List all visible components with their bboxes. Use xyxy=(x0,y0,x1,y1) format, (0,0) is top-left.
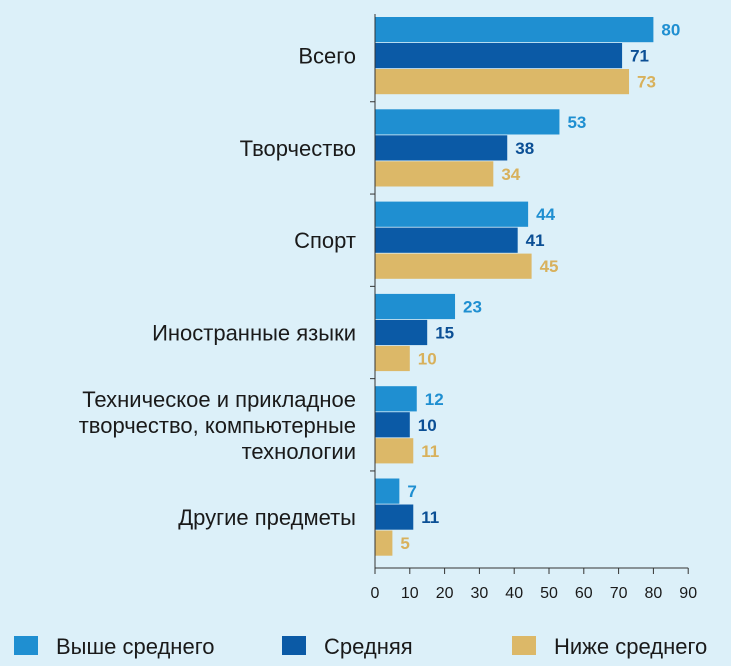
bar-1-series-2 xyxy=(375,43,623,69)
value-label-3-series-1: 44 xyxy=(536,205,555,224)
category-label-4: Иностранные языки xyxy=(152,321,356,346)
legend-label-2: Средняя xyxy=(324,634,413,659)
category-label-3: Спорт xyxy=(294,228,356,253)
value-label-2-series-1: 53 xyxy=(567,113,586,132)
value-label-3-series-2: 41 xyxy=(526,231,545,250)
legend-label-3: Ниже среднего xyxy=(554,634,707,659)
legend-swatch-2 xyxy=(282,636,306,655)
x-tick-label-30: 30 xyxy=(471,585,489,602)
value-label-1-series-2: 71 xyxy=(630,47,649,66)
legend-label-1: Выше среднего xyxy=(56,634,214,659)
value-label-6-series-3: 5 xyxy=(400,534,409,553)
value-label-4-series-2: 15 xyxy=(435,324,454,343)
bar-2-series-3 xyxy=(375,161,494,187)
x-tick-label-0: 0 xyxy=(371,585,380,602)
bar-1-series-3 xyxy=(375,69,630,95)
bar-5-series-3 xyxy=(375,438,414,464)
bar-5-series-1 xyxy=(375,386,417,412)
bar-3-series-1 xyxy=(375,201,529,227)
x-tick-label-50: 50 xyxy=(540,585,558,602)
bar-2-series-1 xyxy=(375,109,560,135)
legend-swatch-3 xyxy=(512,636,536,655)
value-label-6-series-2: 11 xyxy=(421,508,439,527)
value-label-5-series-3: 11 xyxy=(421,442,439,461)
x-tick-label-20: 20 xyxy=(436,585,454,602)
value-label-4-series-3: 10 xyxy=(418,350,437,369)
category-label-5-line-1: Техническое и прикладное xyxy=(82,387,356,412)
bar-6-series-3 xyxy=(375,530,393,556)
value-label-4-series-1: 23 xyxy=(463,298,482,317)
bar-2-series-2 xyxy=(375,135,508,161)
x-tick-label-60: 60 xyxy=(575,585,593,602)
value-label-5-series-1: 12 xyxy=(425,390,444,409)
category-label-5-line-3: технологии xyxy=(242,439,356,464)
x-tick-label-90: 90 xyxy=(679,585,697,602)
value-label-1-series-3: 73 xyxy=(637,73,656,92)
bar-3-series-3 xyxy=(375,253,532,279)
value-label-1-series-1: 80 xyxy=(661,21,680,40)
value-label-5-series-2: 10 xyxy=(418,416,437,435)
category-label-2: Творчество xyxy=(240,136,356,161)
category-label-1: Всего xyxy=(298,44,356,69)
category-label-6: Другие предметы xyxy=(178,505,356,530)
bar-1-series-1 xyxy=(375,17,654,43)
x-tick-label-40: 40 xyxy=(505,585,523,602)
category-label-5-line-2: творчество, компьютерные xyxy=(79,413,356,438)
bar-3-series-2 xyxy=(375,227,518,253)
bar-6-series-2 xyxy=(375,504,414,530)
bar-4-series-3 xyxy=(375,345,410,372)
x-tick-label-80: 80 xyxy=(645,585,663,602)
legend-swatch-1 xyxy=(14,636,38,655)
value-label-2-series-2: 38 xyxy=(515,139,534,158)
bar-4-series-2 xyxy=(375,319,428,346)
bar-6-series-1 xyxy=(375,478,400,504)
x-tick-label-70: 70 xyxy=(610,585,628,602)
x-tick-label-10: 10 xyxy=(401,585,419,602)
bar-5-series-2 xyxy=(375,412,410,438)
value-label-3-series-3: 45 xyxy=(540,257,559,276)
value-label-2-series-3: 34 xyxy=(501,165,520,184)
value-label-6-series-1: 7 xyxy=(407,482,416,501)
bar-4-series-1 xyxy=(375,293,456,320)
